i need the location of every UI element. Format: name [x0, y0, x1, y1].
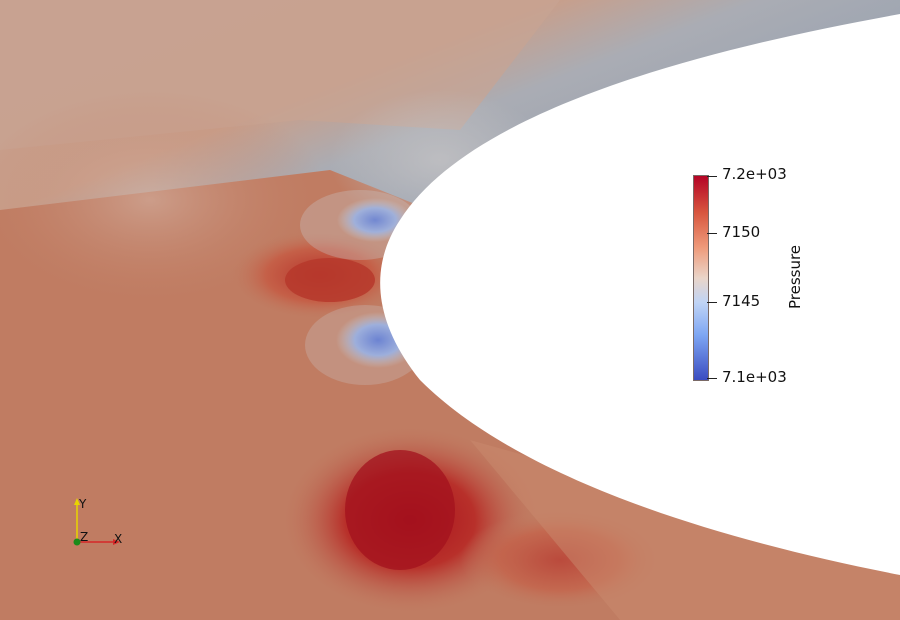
colorbar-tick-label: 7.2e+03 — [722, 165, 787, 183]
colorbar-tick-label: 7150 — [722, 223, 761, 241]
colorbar-title: Pressure — [786, 244, 804, 310]
colorbar-tick — [707, 233, 717, 234]
z-axis-label: Z — [80, 530, 88, 544]
orientation-axes[interactable]: X Y Z — [60, 490, 140, 560]
x-axis-label: X — [114, 532, 122, 546]
colorbar-tick — [707, 176, 717, 177]
colorbar — [693, 175, 709, 381]
colorbar-tick — [707, 302, 717, 303]
colorbar-tick — [707, 378, 717, 379]
y-axis-label: Y — [78, 497, 87, 511]
x-axis-arrow — [113, 539, 120, 545]
colorbar-tick-label: 7145 — [722, 292, 761, 310]
z-axis-dot — [73, 538, 81, 546]
y-axis-arrow — [74, 498, 80, 505]
colorbar-tick-label: 7.1e+03 — [722, 368, 787, 386]
body-shape — [380, 14, 900, 575]
